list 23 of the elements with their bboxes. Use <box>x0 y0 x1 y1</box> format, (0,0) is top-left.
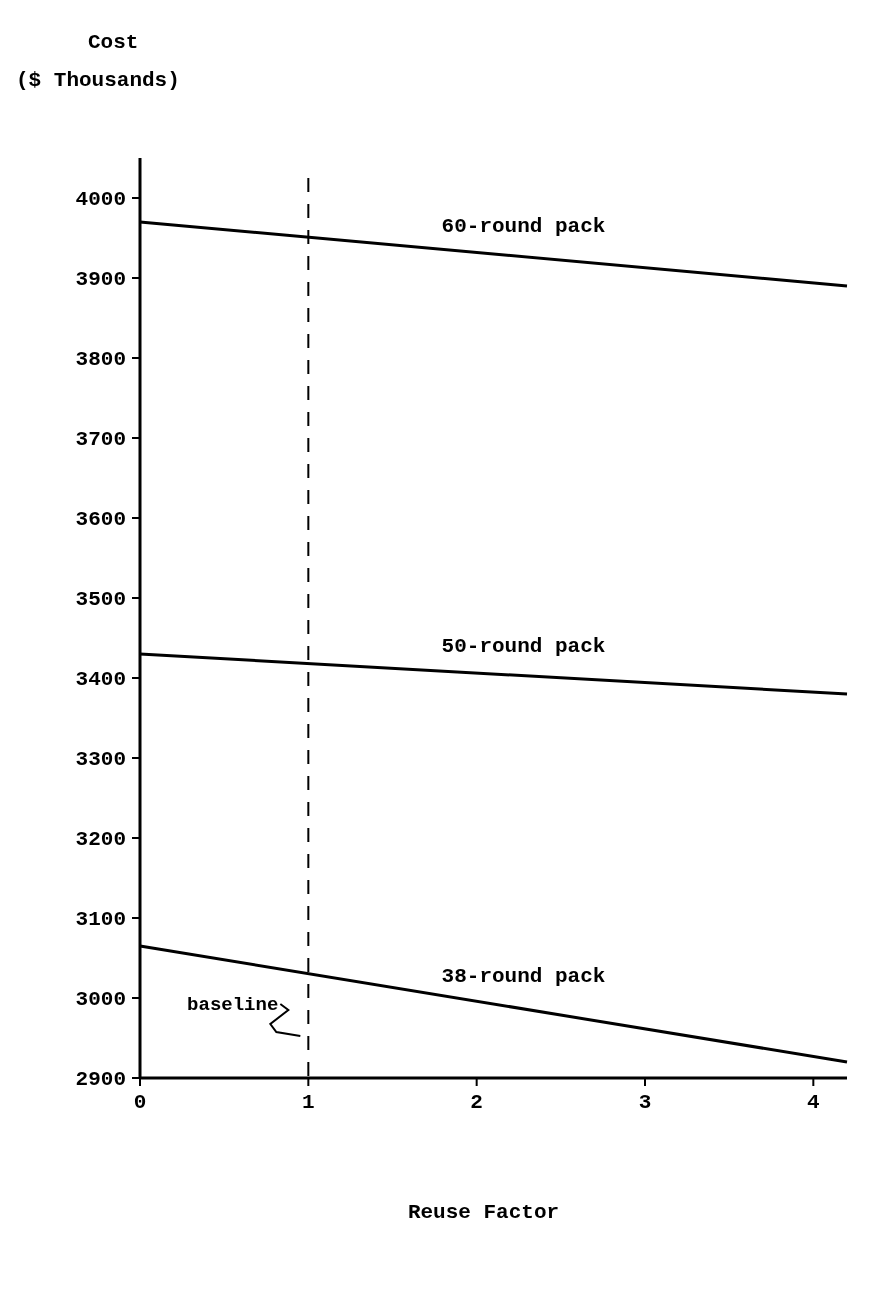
y-tick-label: 3200 <box>75 828 126 852</box>
x-tick-label: 4 <box>807 1091 820 1114</box>
y-tick-label: 4000 <box>75 188 126 212</box>
x-axis-title: Reuse Factor <box>407 1201 560 1224</box>
y-tick-label: 2900 <box>75 1068 126 1092</box>
x-tick-label: 0 <box>133 1091 147 1114</box>
y-tick-label: 3900 <box>75 268 126 292</box>
series-label: 50-round pack <box>441 635 606 658</box>
ref-line-label: baseline <box>187 994 279 1016</box>
y-tick-label: 3700 <box>75 428 126 452</box>
y-tick-label: 3500 <box>75 588 126 612</box>
x-tick-label: 1 <box>302 1091 315 1114</box>
y-tick-label: 3300 <box>75 748 126 772</box>
x-tick-label: 3 <box>638 1091 652 1114</box>
x-tick-label: 2 <box>470 1091 483 1114</box>
series-label: 38-round pack <box>441 965 606 988</box>
series-label: 60-round pack <box>441 215 606 238</box>
y-tick-label: 3000 <box>75 988 126 1012</box>
y-tick-label: 3800 <box>75 348 126 372</box>
y-axis-title: Cost ($ Thousands) <box>16 31 180 92</box>
y-tick-label: 3100 <box>75 908 126 932</box>
y-tick-label: 3600 <box>75 508 126 532</box>
y-tick-label: 3400 <box>75 668 126 692</box>
